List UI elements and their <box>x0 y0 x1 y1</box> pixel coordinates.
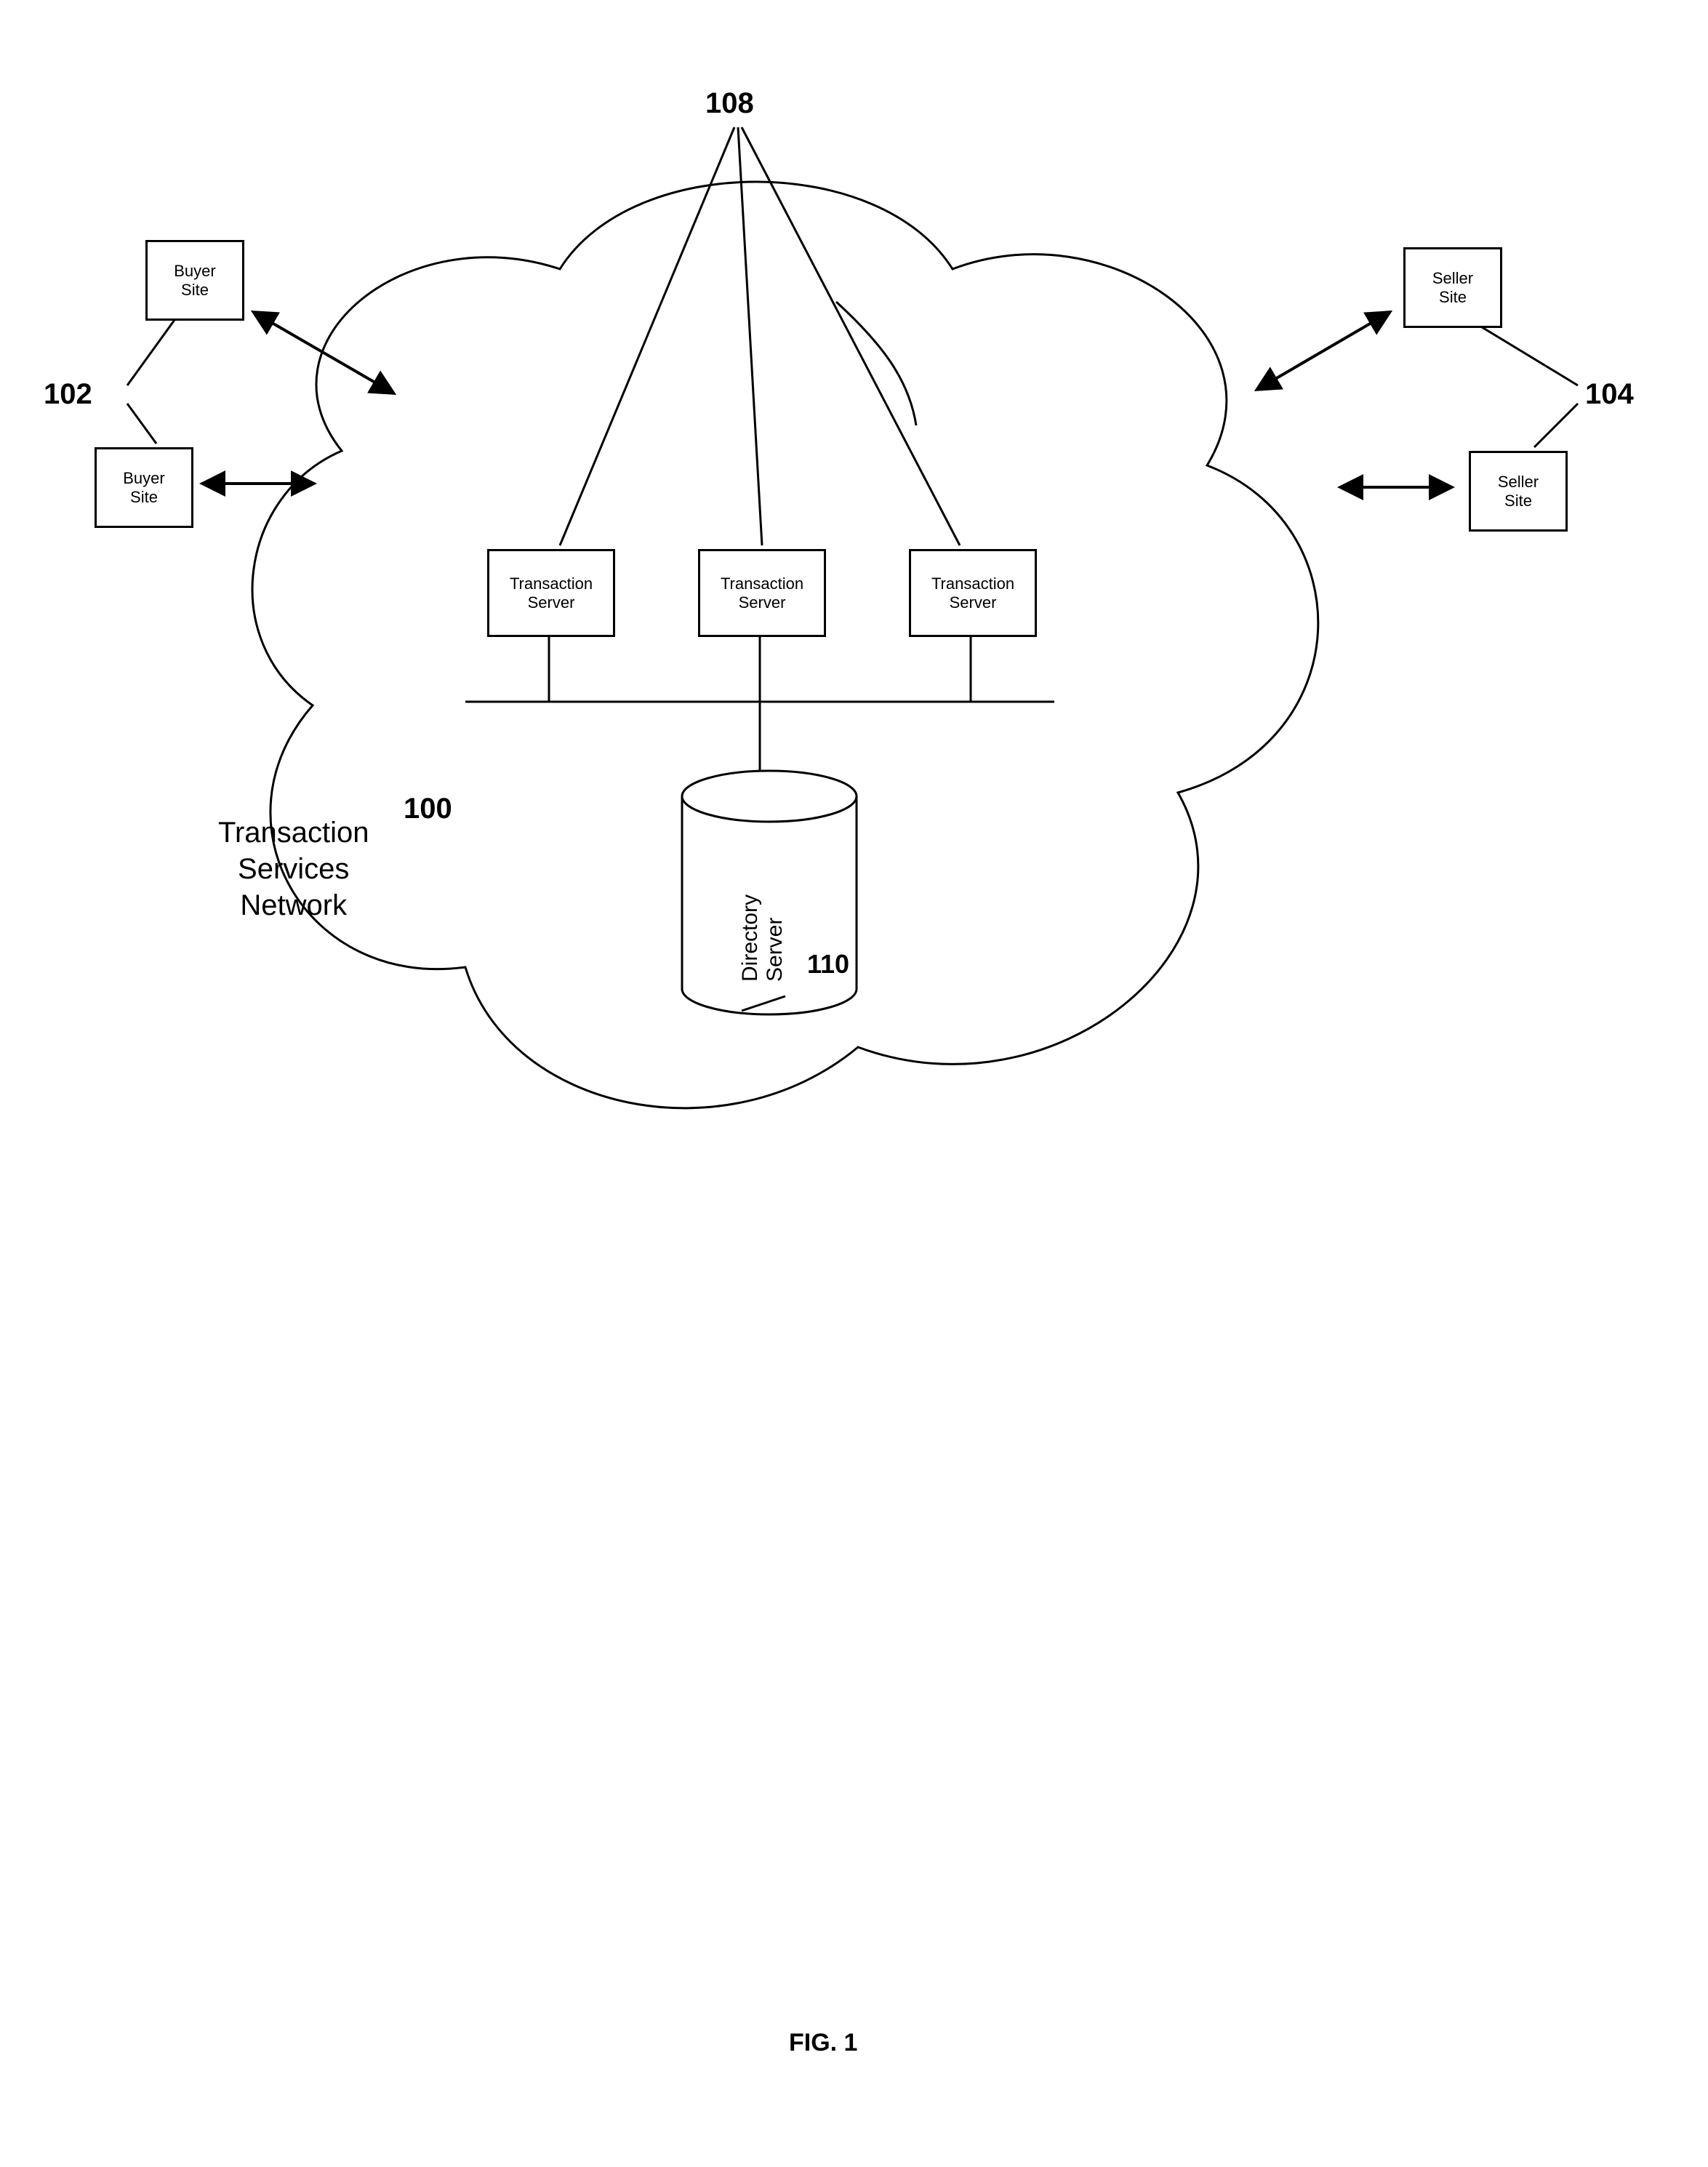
leader-lines <box>127 127 1578 545</box>
seller-site-1-label-l2: Site <box>1439 288 1467 306</box>
ref-102: 102 <box>44 378 92 411</box>
cyl-label-l2: Server <box>763 918 787 982</box>
transaction-server-box-1: Transaction Server <box>487 549 615 637</box>
buyer-site-2-label-l2: Site <box>130 488 158 506</box>
ref-100: 100 <box>404 793 452 825</box>
network-caption: Transaction Services Network <box>218 814 369 924</box>
buyer-site-1-label-l1: Buyer <box>174 262 215 280</box>
bidirectional-arrows <box>204 313 1451 487</box>
cyl-label-l1: Directory <box>738 894 762 982</box>
figure-label: FIG. 1 <box>789 2029 857 2057</box>
ts3-label-l1: Transaction <box>931 574 1014 593</box>
transaction-server-box-3: Transaction Server <box>909 549 1037 637</box>
ref-110: 110 <box>807 949 849 980</box>
caption-l1: Transaction <box>218 817 369 849</box>
transaction-server-box-2: Transaction Server <box>698 549 826 637</box>
seller-site-box-1: Seller Site <box>1403 247 1502 328</box>
ts1-label-l2: Server <box>528 593 575 612</box>
directory-server-label: Directory Server <box>738 894 787 982</box>
seller-site-box-2: Seller Site <box>1469 451 1568 532</box>
buyer-site-box-1: Buyer Site <box>145 240 244 321</box>
ts2-label-l1: Transaction <box>721 574 803 593</box>
buyer-site-2-label-l1: Buyer <box>123 469 164 487</box>
server-bus <box>465 633 1054 771</box>
ref-104: 104 <box>1585 378 1634 411</box>
caption-l3: Network <box>240 889 347 921</box>
caption-l2: Services <box>238 853 349 885</box>
seller-site-2-label-l1: Seller <box>1498 473 1539 491</box>
ts2-label-l2: Server <box>739 593 786 612</box>
diagram-canvas: Buyer Site Buyer Site Seller Site Seller… <box>0 0 1708 2167</box>
cloud-crease <box>836 302 916 425</box>
ts3-label-l2: Server <box>950 593 997 612</box>
ts1-label-l1: Transaction <box>510 574 593 593</box>
seller-site-2-label-l2: Site <box>1504 492 1532 510</box>
buyer-site-1-label-l2: Site <box>181 281 209 299</box>
seller-site-1-label-l1: Seller <box>1432 269 1473 287</box>
buyer-site-box-2: Buyer Site <box>95 447 193 528</box>
ref-108: 108 <box>705 87 754 120</box>
